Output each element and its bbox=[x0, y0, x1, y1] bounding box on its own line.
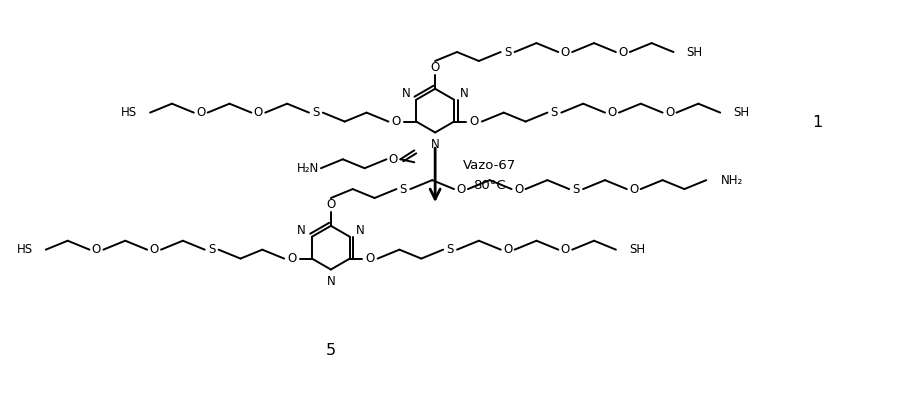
Text: SH: SH bbox=[733, 106, 749, 119]
Text: O: O bbox=[196, 106, 205, 119]
Text: Vazo-67: Vazo-67 bbox=[463, 159, 517, 172]
Text: N: N bbox=[326, 275, 335, 288]
Text: 1: 1 bbox=[813, 115, 823, 130]
Text: S: S bbox=[446, 243, 454, 256]
Text: O: O bbox=[392, 115, 401, 128]
Text: O: O bbox=[253, 106, 263, 119]
Text: N: N bbox=[356, 224, 364, 237]
Text: O: O bbox=[514, 182, 523, 196]
Text: O: O bbox=[365, 252, 374, 265]
Text: N: N bbox=[460, 87, 469, 100]
Text: O: O bbox=[503, 243, 512, 256]
Text: O: O bbox=[619, 46, 628, 58]
Text: S: S bbox=[312, 106, 320, 119]
Text: O: O bbox=[326, 198, 335, 212]
Text: O: O bbox=[431, 62, 440, 74]
Text: HS: HS bbox=[121, 106, 138, 119]
Text: 5: 5 bbox=[326, 344, 336, 358]
Text: 80°C: 80°C bbox=[474, 179, 507, 192]
Text: O: O bbox=[92, 243, 101, 256]
Text: O: O bbox=[608, 106, 617, 119]
Text: S: S bbox=[504, 46, 511, 58]
Text: O: O bbox=[389, 153, 398, 166]
Text: O: O bbox=[149, 243, 159, 256]
Text: HS: HS bbox=[16, 243, 33, 256]
Text: S: S bbox=[208, 243, 215, 256]
Text: S: S bbox=[572, 182, 579, 196]
Text: O: O bbox=[630, 182, 639, 196]
Text: SH: SH bbox=[686, 46, 702, 58]
Text: S: S bbox=[550, 106, 558, 119]
Text: H₂N: H₂N bbox=[297, 162, 319, 175]
Text: N: N bbox=[402, 87, 410, 100]
Text: N: N bbox=[431, 138, 439, 151]
Text: O: O bbox=[456, 182, 466, 196]
Text: O: O bbox=[560, 243, 570, 256]
Text: O: O bbox=[469, 115, 478, 128]
Text: NH₂: NH₂ bbox=[722, 174, 743, 187]
Text: O: O bbox=[665, 106, 674, 119]
Text: O: O bbox=[560, 46, 570, 58]
Text: S: S bbox=[400, 182, 407, 196]
Text: SH: SH bbox=[629, 243, 645, 256]
Text: O: O bbox=[288, 252, 297, 265]
Text: N: N bbox=[297, 224, 306, 237]
